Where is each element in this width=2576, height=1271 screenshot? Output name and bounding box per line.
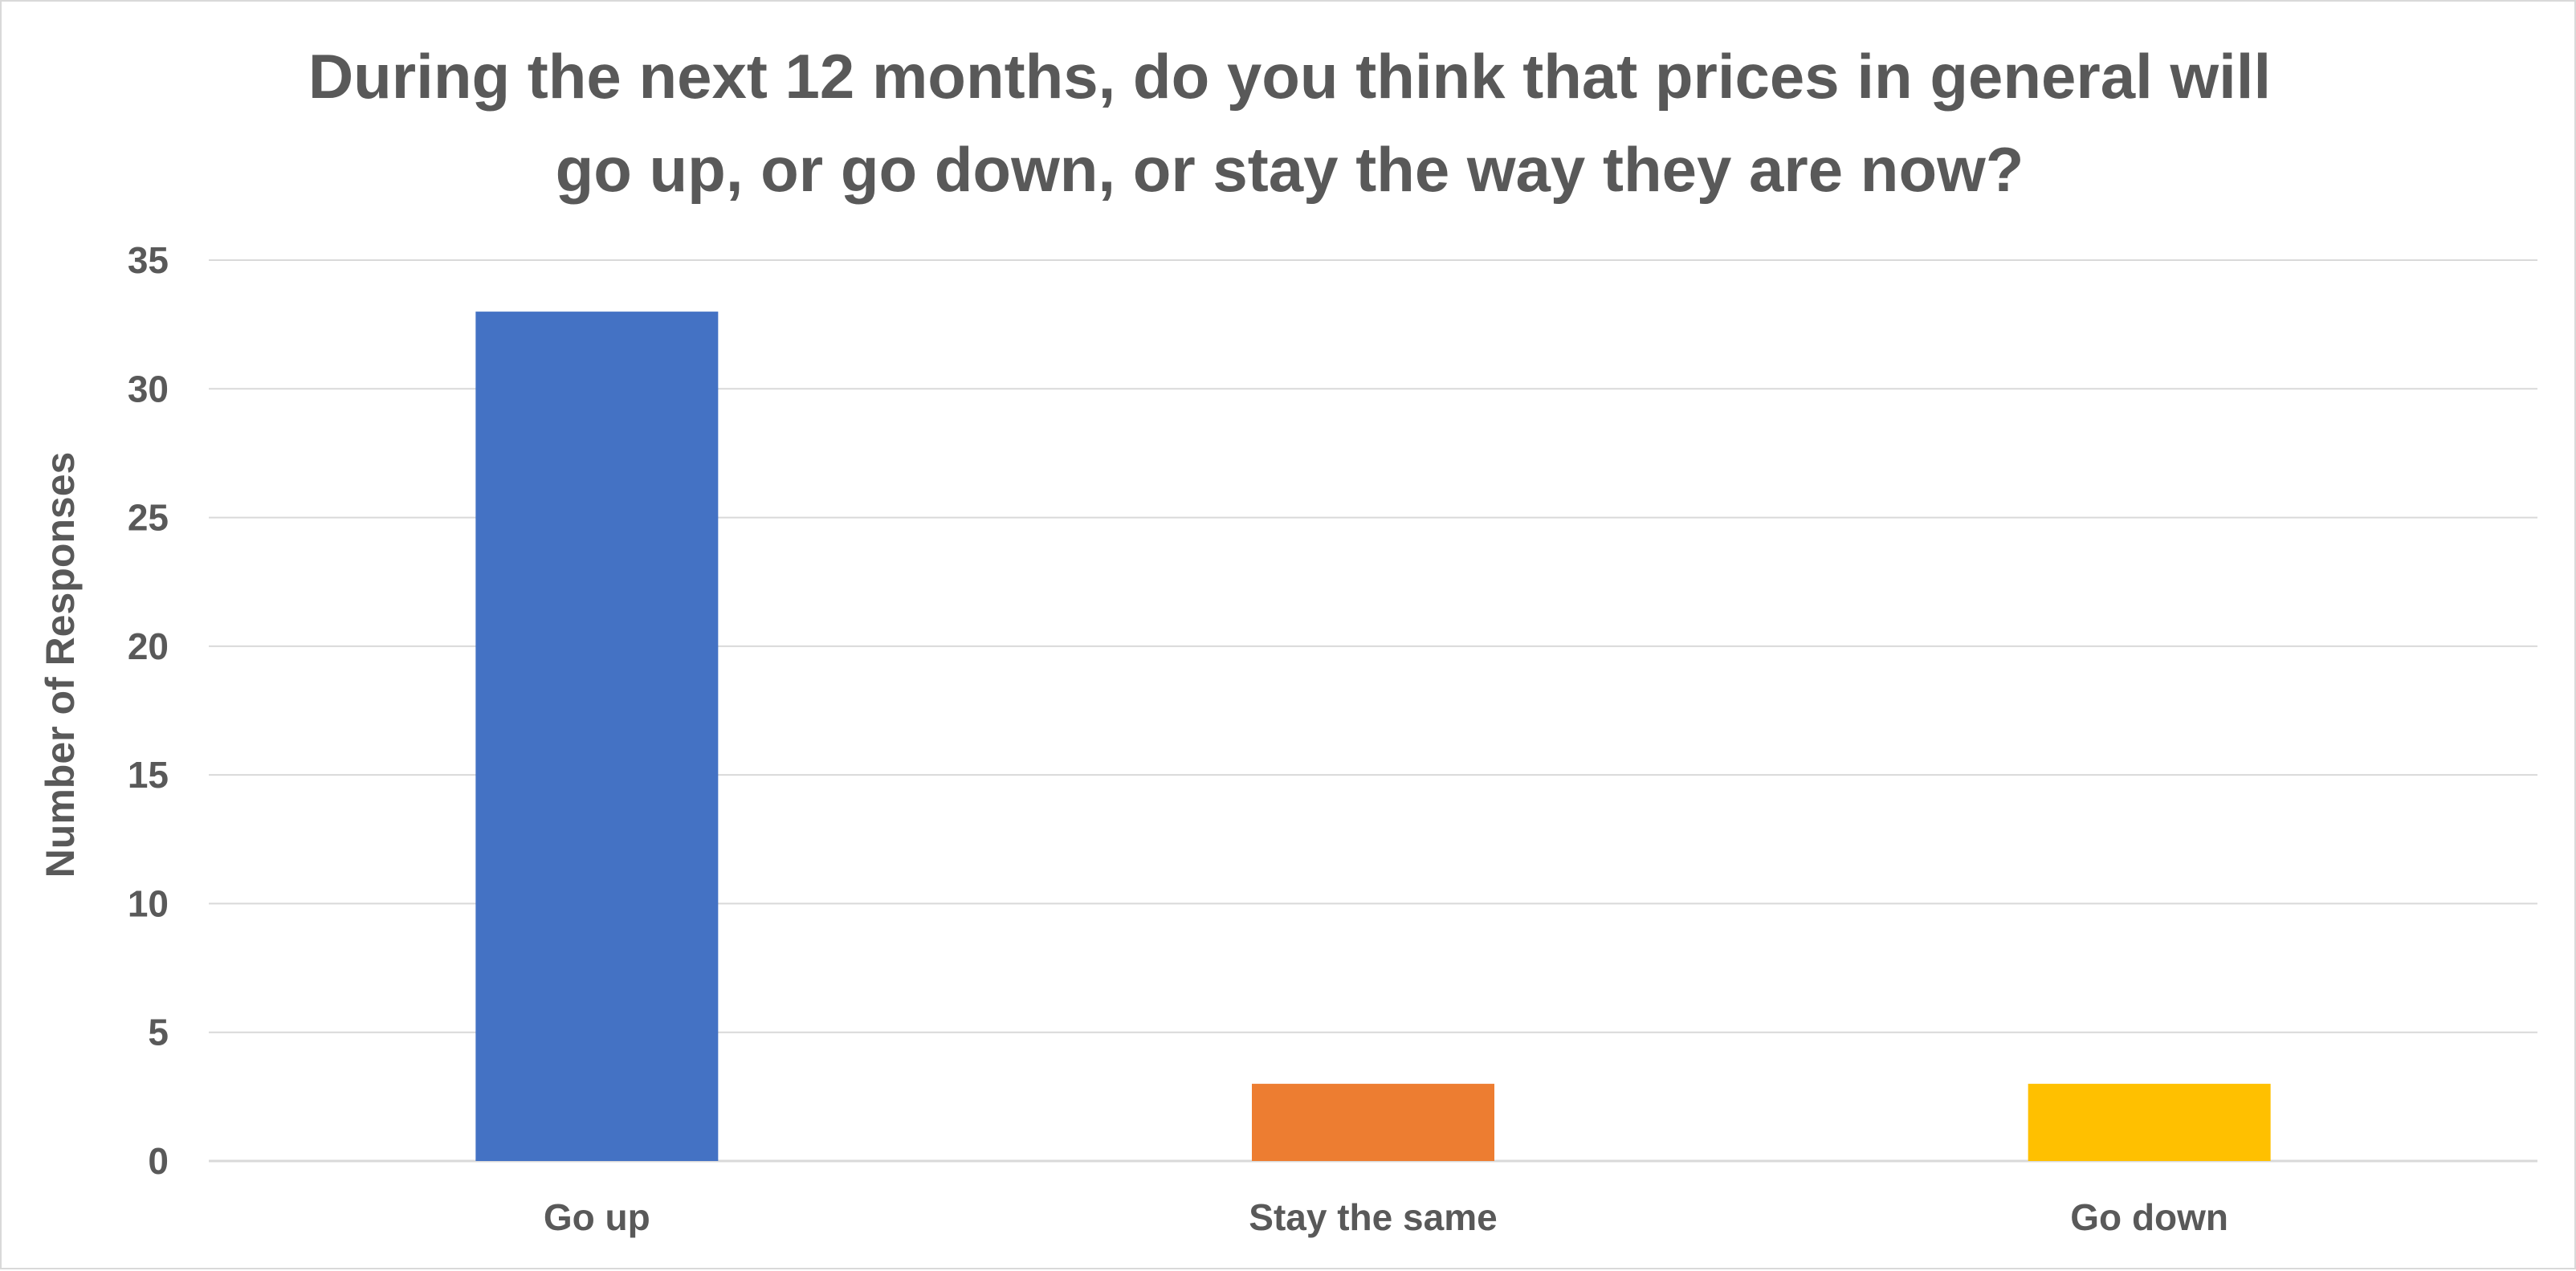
bar-go-up	[475, 312, 719, 1162]
x-category-label: Stay the same	[1249, 1196, 1497, 1238]
y-tick-label: 5	[148, 1012, 169, 1053]
chart-title-line-1: During the next 12 months, do you think …	[308, 41, 2271, 112]
x-category-label: Go down	[2070, 1196, 2228, 1238]
y-tick-label: 30	[128, 368, 169, 409]
bars	[475, 312, 2271, 1162]
bar-go-down	[2028, 1083, 2271, 1161]
y-axis-ticks: 0 5 10 15 20 25 30 35	[128, 239, 169, 1182]
y-tick-label: 0	[148, 1140, 169, 1182]
x-category-label: Go up	[544, 1196, 650, 1238]
y-tick-label: 10	[128, 882, 169, 924]
y-tick-label: 20	[128, 625, 169, 667]
x-axis-labels: Go up Stay the same Go down	[544, 1196, 2228, 1238]
bar-stay-the-same	[1252, 1083, 1494, 1161]
chart-title-line-2: go up, or go down, or stay the way they …	[556, 134, 2024, 205]
y-axis-title: Number of Responses	[38, 452, 83, 878]
y-tick-label: 25	[128, 497, 169, 539]
y-tick-label: 15	[128, 754, 169, 796]
chart-title: During the next 12 months, do you think …	[308, 41, 2271, 205]
y-tick-label: 35	[128, 239, 169, 281]
